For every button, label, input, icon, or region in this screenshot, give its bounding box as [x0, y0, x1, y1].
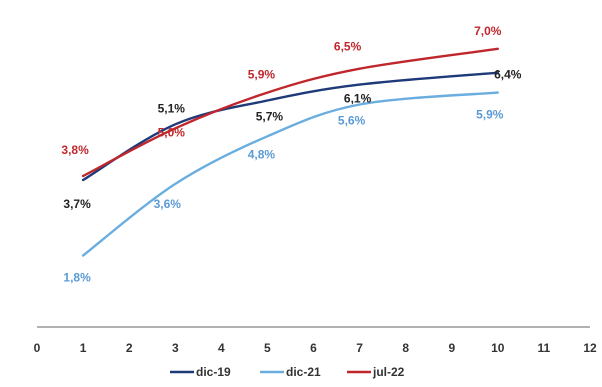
legend-label-dic-21: dic-21 [286, 365, 321, 379]
data-label: 6,1% [344, 92, 372, 106]
x-tick-label: 2 [126, 341, 133, 355]
x-axis-ticks: 0 1 2 3 4 5 6 7 8 9 10 11 12 [34, 341, 597, 355]
x-tick-label: 12 [583, 341, 597, 355]
x-tick-label: 0 [34, 341, 41, 355]
series-line-jul-22 [81, 47, 499, 178]
data-label: 4,8% [248, 147, 276, 161]
x-tick-label: 6 [310, 341, 317, 355]
data-label: 5,1% [158, 101, 186, 115]
data-label: 5,9% [476, 108, 504, 122]
data-label: 7,0% [474, 24, 502, 38]
x-tick-label: 8 [402, 341, 409, 355]
data-label: 5,0% [158, 125, 186, 139]
data-label: 3,7% [63, 197, 91, 211]
x-tick-label: 10 [491, 341, 505, 355]
x-tick-label: 3 [172, 341, 179, 355]
legend-label-jul-22: jul-22 [372, 365, 405, 379]
data-label: 6,4% [494, 68, 522, 82]
data-label: 5,6% [338, 114, 366, 128]
data-labels: 3,7% 5,1% 5,7% 6,1% 6,4% 1,8% 3,6% 4,8% 5,6% 5,9%… [61, 24, 521, 285]
legend: dic-19 dic-21 jul-22 [170, 365, 405, 379]
series-layer [81, 47, 499, 257]
data-label: 3,6% [154, 197, 182, 211]
series-line-dic-19 [81, 71, 499, 182]
x-tick-label: 5 [264, 341, 271, 355]
series-line-dic-21 [81, 91, 499, 257]
x-tick-label: 4 [218, 341, 225, 355]
data-label: 6,5% [334, 40, 362, 54]
x-tick-label: 1 [80, 341, 87, 355]
data-label: 5,9% [248, 68, 276, 82]
x-tick-label: 9 [448, 341, 455, 355]
data-label: 1,8% [63, 271, 91, 285]
legend-label-dic-19: dic-19 [196, 365, 231, 379]
x-tick-label: 11 [538, 341, 551, 355]
data-label: 3,8% [61, 143, 89, 157]
x-tick-label: 7 [356, 341, 363, 355]
data-label: 5,7% [256, 110, 284, 124]
